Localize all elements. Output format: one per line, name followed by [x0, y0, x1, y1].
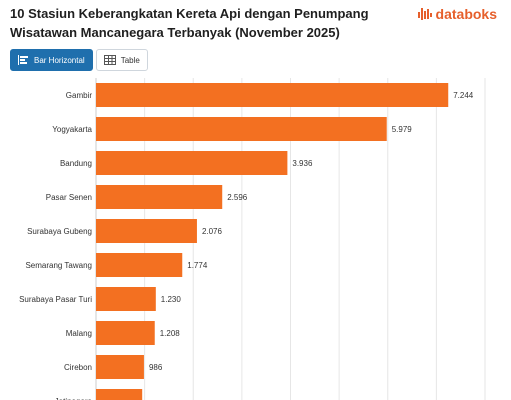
category-label: Surabaya Gubeng	[27, 227, 92, 236]
bar-horizontal-label: Bar Horizontal	[34, 55, 85, 65]
category-label: Surabaya Pasar Turi	[19, 295, 92, 304]
table-label: Table	[120, 55, 140, 65]
value-label: 1.208	[160, 329, 181, 338]
bar-horizontal-button[interactable]: Bar Horizontal	[10, 49, 93, 71]
view-toolbar: Bar Horizontal Table	[10, 49, 148, 71]
bar[interactable]	[96, 219, 197, 243]
category-label: Jatinegara	[55, 397, 93, 400]
category-label: Pasar Senen	[46, 193, 92, 202]
category-label: Gambir	[66, 91, 93, 100]
bar[interactable]	[96, 253, 183, 277]
category-label: Yogyakarta	[52, 125, 92, 134]
value-label: 3.936	[292, 159, 313, 168]
value-label: 2.076	[202, 227, 223, 236]
bar-chart: Gambir 7.244 Yogyakarta 5.979 Bandung 3.936 Pa…	[19, 78, 486, 400]
bar[interactable]	[96, 117, 387, 141]
category-label: Semarang Tawang	[25, 261, 92, 270]
bar[interactable]	[96, 321, 155, 345]
category-label: Cirebon	[64, 363, 92, 372]
chart-title: 10 Stasiun Keberangkatan Kereta Api deng…	[10, 6, 369, 40]
value-label: 5.979	[392, 125, 413, 134]
bar[interactable]	[96, 287, 156, 311]
bar[interactable]	[96, 355, 144, 379]
value-label: 1.230	[161, 295, 182, 304]
value-label: 2.596	[227, 193, 248, 202]
bar-chart-icon	[18, 55, 28, 65]
brand-logo: databoks	[417, 6, 497, 22]
table-icon	[103, 55, 116, 65]
table-button[interactable]: Table	[95, 49, 148, 71]
value-label: 7.244	[453, 91, 474, 100]
category-label: Malang	[66, 329, 92, 338]
databoks-logo-icon	[417, 8, 432, 20]
bar[interactable]	[96, 185, 223, 209]
value-label: 1.774	[187, 261, 208, 270]
category-label: Bandung	[60, 159, 92, 168]
bar[interactable]	[96, 389, 143, 400]
value-label: 986	[149, 363, 163, 372]
brand-name: databoks	[435, 6, 497, 22]
bar[interactable]	[96, 83, 449, 107]
bar[interactable]	[96, 151, 288, 175]
